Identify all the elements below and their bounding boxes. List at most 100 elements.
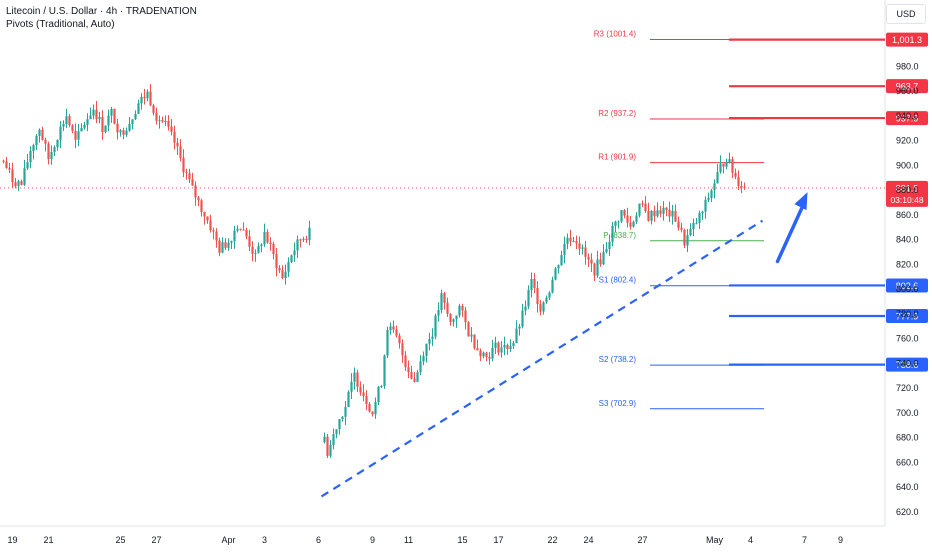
candle-body[interactable]: [500, 347, 503, 353]
candle-body[interactable]: [158, 120, 161, 122]
candle-body[interactable]: [113, 108, 116, 124]
candle-body[interactable]: [125, 130, 128, 135]
indicator-title[interactable]: Pivots (Traditional, Auto): [6, 19, 115, 30]
candle-body[interactable]: [77, 131, 80, 140]
candle-body[interactable]: [170, 126, 173, 132]
candle-body[interactable]: [134, 113, 137, 120]
candle-body[interactable]: [209, 220, 212, 231]
candle-body[interactable]: [245, 230, 248, 237]
candle-body[interactable]: [485, 352, 488, 357]
candle-body[interactable]: [278, 268, 281, 271]
candle-body[interactable]: [293, 250, 296, 256]
candle-body[interactable]: [461, 305, 464, 311]
candle-body[interactable]: [251, 246, 254, 254]
candle-body[interactable]: [482, 352, 485, 357]
candle-body[interactable]: [92, 109, 95, 116]
candle-body[interactable]: [365, 396, 368, 404]
candle-body[interactable]: [122, 130, 125, 135]
candle-body[interactable]: [698, 213, 701, 223]
candle-body[interactable]: [608, 241, 611, 249]
candle-body[interactable]: [65, 116, 68, 125]
candle-body[interactable]: [695, 222, 698, 224]
candle-body[interactable]: [707, 197, 710, 200]
candle-body[interactable]: [176, 142, 179, 147]
candle-body[interactable]: [419, 361, 422, 373]
candle-body[interactable]: [617, 221, 620, 223]
candle-body[interactable]: [425, 343, 428, 356]
candle-body[interactable]: [71, 125, 74, 131]
candle-body[interactable]: [185, 172, 188, 174]
candle-body[interactable]: [80, 127, 83, 132]
candle-body[interactable]: [269, 242, 272, 244]
candle-body[interactable]: [86, 119, 89, 125]
candle-body[interactable]: [302, 238, 305, 240]
candle-body[interactable]: [221, 242, 224, 253]
candle-body[interactable]: [611, 225, 614, 242]
candle-body[interactable]: [89, 115, 92, 120]
candle-body[interactable]: [161, 120, 164, 122]
candle-body[interactable]: [26, 162, 29, 169]
candle-body[interactable]: [590, 259, 593, 264]
candle-body[interactable]: [719, 163, 722, 173]
candle-body[interactable]: [428, 338, 431, 344]
candle-body[interactable]: [644, 203, 647, 212]
candle-body[interactable]: [296, 239, 299, 251]
candle-body[interactable]: [29, 151, 32, 163]
arrow-shaft[interactable]: [775, 200, 807, 264]
candle-body[interactable]: [173, 131, 176, 143]
candle-body[interactable]: [188, 173, 191, 180]
candle-body[interactable]: [689, 229, 692, 236]
candle-body[interactable]: [383, 355, 386, 387]
candle-body[interactable]: [215, 231, 218, 241]
candle-body[interactable]: [437, 310, 440, 316]
candle-body[interactable]: [140, 96, 143, 104]
candle-body[interactable]: [536, 287, 539, 305]
candle-body[interactable]: [674, 210, 677, 222]
candle-body[interactable]: [137, 103, 140, 114]
candle-body[interactable]: [104, 125, 107, 133]
candle-body[interactable]: [722, 163, 725, 167]
candle-body[interactable]: [407, 367, 410, 373]
candle-body[interactable]: [353, 372, 356, 382]
candle-body[interactable]: [101, 117, 104, 133]
candle-body[interactable]: [2, 160, 5, 162]
candle-body[interactable]: [347, 391, 350, 407]
candle-body[interactable]: [116, 123, 119, 133]
candle-body[interactable]: [470, 334, 473, 337]
candle-body[interactable]: [572, 241, 575, 243]
candle-body[interactable]: [467, 322, 470, 337]
candle-body[interactable]: [488, 356, 491, 359]
candle-body[interactable]: [386, 330, 389, 356]
candle-body[interactable]: [449, 313, 452, 322]
candle-body[interactable]: [95, 109, 98, 120]
candle-body[interactable]: [737, 176, 740, 186]
candle-body[interactable]: [368, 403, 371, 412]
candle-body[interactable]: [272, 243, 275, 255]
candle-body[interactable]: [107, 115, 110, 126]
candle-body[interactable]: [164, 120, 167, 122]
candle-body[interactable]: [206, 216, 209, 221]
candle-body[interactable]: [665, 207, 668, 210]
candle-body[interactable]: [434, 315, 437, 337]
candle-body[interactable]: [521, 310, 524, 327]
candle-body[interactable]: [728, 159, 731, 163]
candle-body[interactable]: [47, 143, 50, 160]
candle-body[interactable]: [305, 238, 308, 241]
candle-body[interactable]: [275, 254, 278, 269]
candle-body[interactable]: [389, 326, 392, 331]
candle-body[interactable]: [512, 343, 515, 347]
candle-body[interactable]: [50, 152, 53, 160]
candle-body[interactable]: [404, 355, 407, 368]
candle-body[interactable]: [626, 215, 629, 223]
candle-body[interactable]: [602, 252, 605, 265]
candle-body[interactable]: [299, 239, 302, 241]
candle-body[interactable]: [524, 306, 527, 311]
candle-body[interactable]: [212, 230, 215, 232]
candle-body[interactable]: [230, 241, 233, 243]
candle-body[interactable]: [518, 326, 521, 329]
candle-body[interactable]: [503, 345, 506, 348]
candle-body[interactable]: [62, 124, 65, 127]
candle-body[interactable]: [506, 345, 509, 349]
